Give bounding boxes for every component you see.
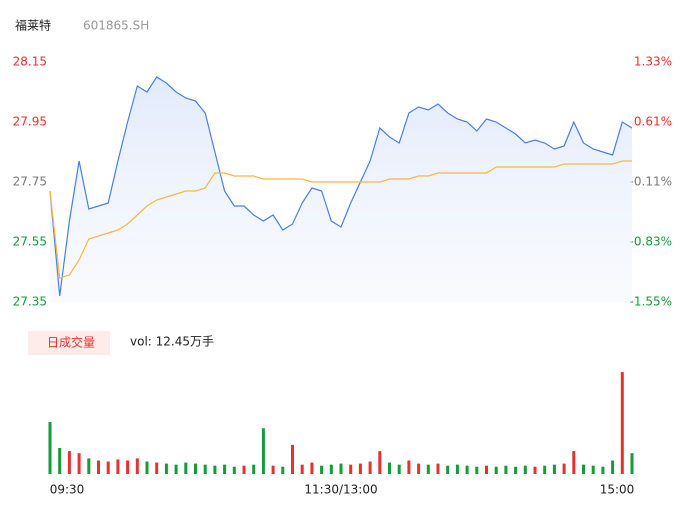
volume-bar [620,372,624,474]
volume-bar [349,464,353,474]
volume-bar [552,464,556,474]
volume-bar [436,463,440,474]
volume-bar [252,464,256,474]
volume-bar [397,464,401,474]
volume-bar [126,460,130,474]
volume-bar [261,428,265,474]
volume-bar [562,463,566,474]
y-tick-label: 27.55 [13,235,47,249]
y-tick-label: 27.95 [13,115,47,129]
volume-bar [174,464,178,474]
y-tick-label: 27.35 [13,295,47,309]
volume-bar [194,463,197,474]
volume-bar [388,462,391,474]
volume-bar [77,453,81,474]
price-line [49,76,633,297]
volume-bar [591,465,595,474]
volume-bar [155,462,159,474]
volume-bar [582,464,585,474]
volume-summary: vol: 12.45万手 [130,335,214,349]
volume-bar [232,466,236,474]
volume-bar [242,465,246,474]
y2-tick-label: 0.61% [634,115,672,129]
volume-bar [485,465,488,474]
volume-bar [135,458,139,474]
volume-tab[interactable]: 日成交量 [47,335,95,350]
volume-bar [300,464,304,474]
volume-bar [475,466,479,474]
volume-bar [106,461,110,474]
volume-bar [339,463,343,474]
y-tick-label: 27.75 [13,175,47,189]
volume-bar [611,460,615,474]
volume-bar [378,451,382,474]
volume-bar [543,465,547,474]
y-tick-label: 28.15 [13,55,47,69]
volume-bar [67,451,71,474]
volume-bar [310,462,314,474]
volume-bar [358,463,362,474]
volume-bar [494,466,498,474]
volume-bar [97,460,100,474]
volume-bar [48,422,52,474]
volume-bar [145,461,149,474]
volume-bar [504,465,508,474]
volume-bar [368,461,372,474]
y2-tick-label: 1.33% [634,55,672,69]
volume-bar [213,465,217,474]
volume-bar [630,453,634,474]
volume-bar [271,465,275,474]
volume-bar [455,464,459,474]
volume-bar [58,448,62,474]
volume-bar [523,465,527,474]
x-tick-label: 11:30/13:00 [304,483,377,497]
price-area [50,77,632,302]
volume-bar [203,464,207,474]
volume-bar [223,464,227,474]
y2-tick-label: -0.83% [630,235,672,249]
volume-bar [426,464,430,474]
volume-bar [164,463,168,474]
y2-tick-label: -0.11% [630,175,672,189]
volume-bar [116,459,120,474]
volume-bar [87,458,91,474]
volume-bar [533,466,537,474]
volume-bar [407,460,411,474]
volume-bar [465,465,469,474]
volume-bar [184,462,188,474]
volume-bar [572,451,576,474]
volume-bar [281,466,285,474]
volume-bar [417,463,421,474]
volume-tab-bg [28,331,110,355]
avg-line [49,160,632,279]
volume-bar [446,465,450,474]
volume-bar [291,444,294,474]
x-tick-label: 09:30 [50,483,85,497]
volume-bar [320,465,324,474]
volume-bar [329,464,333,474]
stock-code: 601865.SH [83,19,149,33]
x-tick-label: 15:00 [600,483,635,497]
volume-bar [514,466,518,474]
y2-tick-label: -1.55% [630,295,672,309]
stock-name: 福莱特 [15,18,51,33]
volume-bar [601,466,605,474]
